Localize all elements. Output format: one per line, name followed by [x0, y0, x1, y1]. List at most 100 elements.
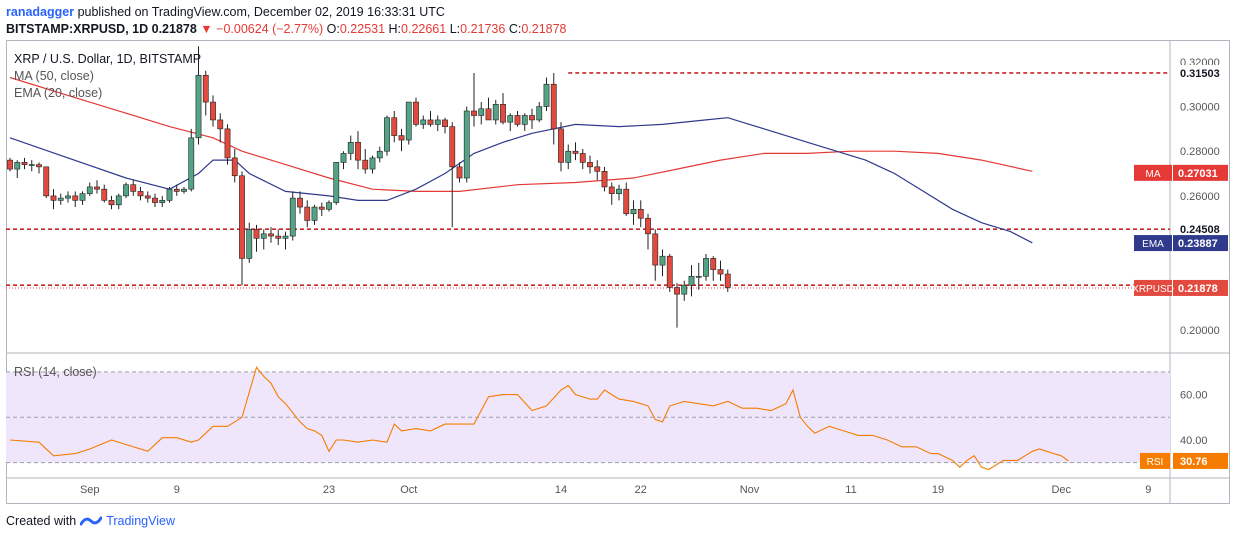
candle-body	[144, 195, 151, 199]
candle-body	[224, 128, 231, 159]
candle-body	[485, 108, 492, 121]
candle-body	[587, 162, 593, 168]
candle-body	[674, 287, 680, 295]
ma-tag-label: 0.27031	[1178, 168, 1218, 180]
candle-body	[181, 188, 187, 192]
candle-body	[275, 235, 282, 239]
time-tick-label: 22	[635, 484, 647, 496]
rsi-line	[9, 366, 1069, 471]
price-tick-label: 0.28000	[1180, 146, 1220, 158]
candle-body	[195, 74, 202, 139]
candle-body	[717, 269, 724, 275]
main-legend: XRP / U.S. Dollar, 1D, BITSTAMP MA (50, …	[14, 52, 201, 100]
level-tag-bg	[1172, 221, 1228, 238]
chart-frame	[6, 40, 1230, 504]
candle-body	[637, 208, 644, 219]
candle-body	[79, 193, 86, 201]
rsi-tick-label: 40.00	[1180, 435, 1208, 447]
candle-body	[463, 110, 470, 179]
candle-body	[311, 206, 318, 221]
ema-legend[interactable]: EMA (20, close)	[14, 86, 103, 100]
author-link[interactable]: ranadagger	[6, 5, 75, 19]
price-tick-label: 0.26000	[1180, 191, 1220, 203]
candle-body	[601, 171, 608, 188]
candle-body	[318, 206, 325, 210]
low-label: L:	[449, 22, 461, 36]
candle-body	[659, 255, 666, 266]
candle-body	[36, 164, 42, 168]
candle-body	[558, 128, 564, 163]
time-tick-label: 14	[555, 484, 567, 496]
candle-body	[268, 233, 274, 237]
ema-name-tag	[1134, 235, 1172, 252]
candle-body	[137, 191, 144, 197]
candle-body	[86, 186, 93, 194]
candle-body	[703, 258, 709, 277]
time-tick-label: 9	[174, 484, 180, 496]
candle-body	[652, 233, 659, 266]
candle-body	[50, 195, 57, 201]
candle-body	[202, 74, 209, 103]
ma-name-label: MA	[1146, 169, 1161, 180]
pair-title: XRP / U.S. Dollar, 1D, BITSTAMP	[14, 52, 202, 66]
ema-tag-label: 0.23887	[1178, 238, 1218, 250]
candle-body	[152, 197, 158, 203]
candle-body	[369, 157, 376, 170]
candle-body	[572, 150, 579, 154]
candle-body	[471, 110, 477, 116]
candle-body	[340, 153, 347, 163]
candle-body	[449, 126, 456, 168]
candle-body	[231, 157, 238, 177]
level-tag-label: 0.31503	[1180, 68, 1220, 80]
candle-body	[616, 188, 622, 194]
level-tag-label: 0.24508	[1180, 224, 1220, 236]
publish-line: ranadagger published on TradingView.com,…	[6, 5, 445, 19]
candle-body	[101, 188, 108, 201]
tradingview-link[interactable]: TradingView	[106, 514, 175, 528]
candle-body	[645, 217, 651, 235]
candle-body	[65, 195, 71, 199]
rsi-name-label: RSI	[1147, 457, 1164, 468]
ema20-line	[9, 117, 1033, 244]
candle-body	[579, 153, 586, 163]
time-tick-label: Oct	[400, 484, 417, 496]
price-tick-label: 0.20000	[1180, 325, 1220, 337]
ma-legend[interactable]: MA (50, close)	[14, 69, 94, 83]
candle-body	[492, 104, 499, 121]
rsi-tick-label: 60.00	[1180, 390, 1208, 402]
candle-body	[536, 106, 543, 121]
rsi-legend[interactable]: RSI (14, close)	[14, 365, 97, 379]
candle-body	[355, 141, 361, 161]
candle-body	[188, 137, 195, 190]
low-value: 0.21736	[460, 22, 506, 36]
candle-body	[43, 166, 50, 197]
candle-body	[123, 184, 129, 197]
candle-body	[304, 206, 311, 221]
candle-body	[442, 119, 448, 127]
xrpusd-name-label: XRPUSD	[1132, 284, 1174, 295]
created-with-text: Created with	[6, 514, 77, 528]
rsi-tag	[1173, 452, 1228, 469]
close-label: C:	[508, 22, 522, 36]
time-tick-label: 9	[1145, 484, 1151, 496]
candle-body	[57, 197, 64, 201]
publish-text: published on TradingView.com, December 0…	[77, 5, 445, 19]
candle-body	[166, 188, 173, 201]
candle-body	[384, 117, 390, 152]
candle-body	[376, 150, 383, 159]
candle-body	[434, 119, 441, 125]
price-tick-label: 0.30000	[1180, 102, 1220, 114]
open-label: O:	[326, 22, 340, 36]
candle-body	[630, 208, 637, 215]
rsi-name-tag	[1140, 452, 1170, 469]
candle-body	[514, 115, 521, 125]
xrpusd-tag-label: 0.21878	[1178, 283, 1218, 295]
candle-body	[326, 202, 332, 210]
candle-body	[210, 101, 216, 121]
candle-body	[289, 197, 296, 237]
time-tick-label: 11	[845, 484, 856, 496]
candle-body	[500, 104, 506, 123]
candles-group	[7, 46, 731, 328]
candle-body	[72, 195, 79, 201]
